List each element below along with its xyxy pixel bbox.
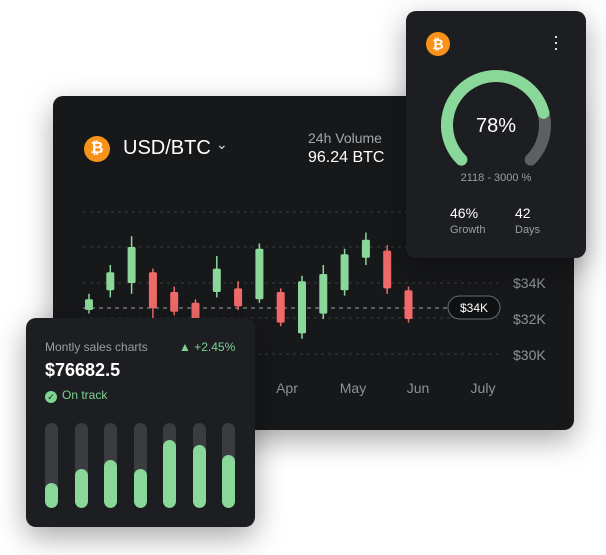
candle-body: [234, 288, 243, 307]
chevron-down-icon[interactable]: ⌄: [216, 136, 228, 152]
sales-bar: [74, 423, 88, 508]
candle-body: [319, 274, 328, 314]
sales-bar: [192, 423, 206, 508]
candle: [148, 268, 157, 319]
candle: [319, 265, 328, 319]
candle: [340, 248, 349, 296]
x-tick-label: Apr: [276, 380, 298, 396]
y-tick-label: $34K: [513, 275, 546, 291]
candle-body: [85, 299, 93, 310]
candle: [255, 243, 264, 303]
candle-body: [106, 272, 115, 291]
gauge-value-arc: [441, 70, 550, 166]
sales-bar-fill: [222, 455, 235, 508]
x-tick-label: Jun: [407, 380, 430, 396]
sales-bar: [222, 423, 235, 508]
status-text: On track: [62, 388, 108, 402]
candle-body: [170, 292, 179, 312]
gauge-percent: 78%: [475, 115, 517, 137]
bitcoin-icon: ₿: [84, 136, 110, 162]
volume-value: 96.24 BTC: [308, 149, 385, 166]
sales-title: Montly sales charts: [45, 340, 148, 354]
sales-bar-fill: [74, 468, 88, 508]
candle-body: [383, 250, 392, 289]
days-value: 42: [515, 205, 531, 221]
candle-body: [255, 248, 264, 300]
candle-body: [340, 254, 349, 291]
candle-body: [212, 268, 221, 292]
candle-body: [191, 302, 200, 319]
more-menu-icon[interactable]: · · ·: [553, 26, 559, 58]
x-tick-label: May: [340, 380, 366, 396]
growth-value: 46%: [450, 205, 479, 221]
candle: [298, 275, 306, 339]
gauge-arc: [441, 70, 551, 166]
candle: [404, 286, 413, 323]
sales-bar-fill: [45, 482, 58, 508]
bitcoin-icon: ₿: [426, 32, 450, 56]
candle-body: [276, 292, 285, 323]
gauge-range: 2118 - 3000 %: [460, 172, 532, 184]
candle: [212, 256, 221, 298]
sales-bar-fill: [133, 468, 147, 508]
candle-body: [361, 239, 370, 258]
status-badge: ✓ On track: [45, 388, 107, 403]
growth-label: Growth: [450, 224, 486, 236]
current-price-label: $34K: [460, 301, 488, 315]
sales-card: Montly sales charts ▲ +2.45% $76682.5 ✓ O…: [26, 318, 255, 527]
pair-title[interactable]: USD/BTC: [123, 137, 211, 159]
candle: [234, 281, 243, 310]
candle: [383, 245, 392, 294]
candle: [127, 236, 136, 294]
y-tick-label: $30K: [513, 347, 546, 363]
candle-body: [148, 272, 157, 309]
candle-body: [404, 290, 413, 319]
volume-label: 24h Volume: [308, 130, 382, 146]
candle: [106, 265, 115, 298]
sales-bar-fill: [104, 460, 117, 508]
sales-bar: [104, 423, 117, 508]
sales-change-value: +2.45%: [194, 340, 236, 354]
candle: [276, 288, 285, 327]
x-tick-label: July: [471, 380, 496, 396]
candle: [170, 286, 179, 316]
gauge-card: ₿ · · · 78% 2118 - 3000 % 46% Growth 42 Da…: [406, 11, 586, 258]
sales-bar: [133, 423, 147, 508]
sales-bar: [45, 423, 58, 508]
sales-change: ▲ +2.45%: [179, 340, 235, 354]
current-price-badge: $34K: [447, 295, 501, 320]
candle-body: [127, 247, 136, 283]
sales-bar-fill: [192, 445, 206, 508]
candle: [85, 293, 93, 314]
sales-bar-fill: [163, 440, 176, 508]
check-circle-icon: ✓: [45, 391, 57, 403]
sales-amount: $76682.5: [45, 360, 121, 380]
sales-bar: [163, 423, 176, 508]
candlestick-chart: $34K $32K $30K $34K Apr May Jun July: [83, 211, 546, 396]
y-tick-label: $32K: [513, 311, 546, 327]
days-label: Days: [515, 224, 541, 236]
triangle-up-icon: ▲: [179, 340, 191, 354]
candle-body: [298, 281, 306, 334]
candle: [361, 232, 370, 265]
